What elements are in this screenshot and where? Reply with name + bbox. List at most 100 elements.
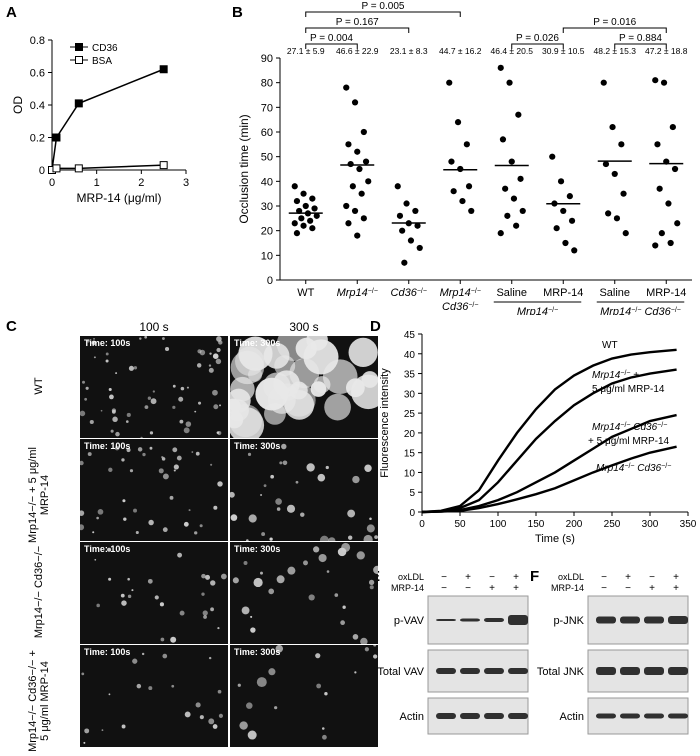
data-point: [562, 239, 569, 247]
platelet-spot: [213, 505, 218, 510]
protein-band: [620, 667, 640, 675]
platelet-spot: [180, 386, 185, 391]
data-point: [660, 79, 668, 86]
p-value-label: P = 0.026: [516, 33, 559, 44]
x-tick-label: 100: [490, 519, 507, 530]
data-point: [399, 227, 406, 234]
platelet-spot: [186, 386, 189, 389]
platelet-spot: [111, 409, 116, 414]
y-tick-label: 50: [261, 152, 273, 164]
data-point: [291, 220, 298, 227]
platelet-spot: [322, 734, 327, 740]
data-point: [365, 178, 372, 185]
platelet-spot: [306, 463, 315, 472]
data-point: [407, 237, 415, 244]
platelet-spot: [179, 419, 184, 424]
y-tick-label: 30: [404, 389, 416, 400]
data-point: [463, 141, 470, 148]
platelet-spot: [316, 683, 322, 689]
protein-band: [460, 713, 480, 719]
p-value-label: P = 0.167: [336, 17, 379, 28]
panel-label-c: C: [6, 318, 17, 335]
x-tick-label: Cd36−/−: [391, 287, 427, 299]
platelet-spot: [195, 702, 201, 708]
data-point: [669, 123, 676, 131]
micrograph-2-0: Time: 100s: [80, 542, 228, 644]
platelet-spot: [125, 420, 129, 423]
data-point: [508, 158, 515, 165]
condition-symbol: +: [489, 583, 495, 594]
data-point: [510, 195, 518, 202]
x-tick-label: MRP-14: [543, 287, 583, 299]
chart-a: 0 0.2 0.4 0.6 0.8 0 1 2 3 MRP-14 (μg/ml) OD CD36 BSA: [11, 35, 189, 205]
platelet-spot: [172, 405, 176, 409]
platelet-spot: [96, 603, 100, 608]
platelet-spot: [84, 397, 88, 401]
platelet-spot: [83, 741, 86, 744]
data-point: [620, 190, 627, 197]
platelet-spot: [210, 607, 214, 612]
data-point: [568, 217, 576, 224]
data-point: [605, 210, 612, 217]
y-tick-label: 20: [404, 429, 416, 440]
col-header-100s: 100 s: [139, 320, 169, 334]
platelet-spot: [122, 499, 126, 503]
x-axis-label: Time (s): [535, 533, 575, 545]
platelet-spot: [108, 467, 113, 473]
platelet-spot: [308, 594, 315, 601]
platelet-spot: [149, 446, 153, 450]
series-line-bsa: [51, 164, 164, 171]
platelet-spot: [287, 566, 296, 575]
data-point: [351, 99, 359, 106]
platelet-spot: [92, 531, 95, 534]
y-tick-label: 15: [404, 449, 416, 460]
micrograph-2-1: Time: 300s: [230, 542, 378, 644]
platelet-spot: [172, 384, 176, 388]
data-point-cd36: [74, 99, 83, 108]
blot-label: p-JNK: [553, 615, 584, 627]
platelet-spot: [303, 339, 339, 375]
data-point: [515, 111, 522, 118]
platelet-spot: [347, 509, 356, 518]
data-point: [403, 200, 410, 207]
platelet-spot: [194, 410, 197, 413]
platelet-spot: [135, 530, 139, 535]
platelet-spot: [217, 626, 220, 630]
platelet-spot: [275, 645, 284, 653]
x-axis-label: MRP-14 (μg/ml): [77, 191, 162, 205]
platelet-spot: [199, 715, 204, 720]
data-point: [358, 190, 365, 197]
platelet-spot: [132, 658, 138, 664]
condition-label: oxLDL: [398, 572, 424, 582]
blot-label: Actin: [560, 711, 584, 723]
protein-band: [460, 618, 480, 622]
y-tick-label: 90: [261, 53, 273, 65]
x-tick-label: MRP-14: [646, 287, 686, 299]
platelet-spot: [136, 683, 142, 689]
timestamp: Time: 300s: [234, 441, 281, 451]
platelet-spot: [212, 389, 218, 396]
condition-symbol: +: [513, 583, 519, 594]
data-point: [343, 84, 350, 91]
protein-band: [668, 667, 688, 675]
y-tick-label: 10: [261, 250, 273, 262]
data-point: [499, 136, 507, 143]
platelet-spot: [216, 347, 221, 353]
data-point: [611, 170, 618, 178]
platelet-spot: [264, 402, 286, 425]
platelet-spot: [210, 463, 213, 466]
panel-label-f: F: [530, 568, 540, 585]
data-point: [613, 215, 621, 222]
platelet-spot: [347, 535, 353, 540]
protein-band: [436, 668, 456, 674]
platelet-spot: [216, 336, 222, 342]
platelet-spot: [218, 713, 223, 718]
significance-bracket: [305, 43, 358, 49]
platelet-spot: [208, 364, 212, 367]
x-tick-label: 3: [183, 177, 189, 189]
y-tick-label: 0.2: [30, 133, 45, 145]
protein-band: [436, 619, 456, 621]
platelet-spot: [325, 465, 329, 470]
platelet-spot: [84, 728, 90, 734]
